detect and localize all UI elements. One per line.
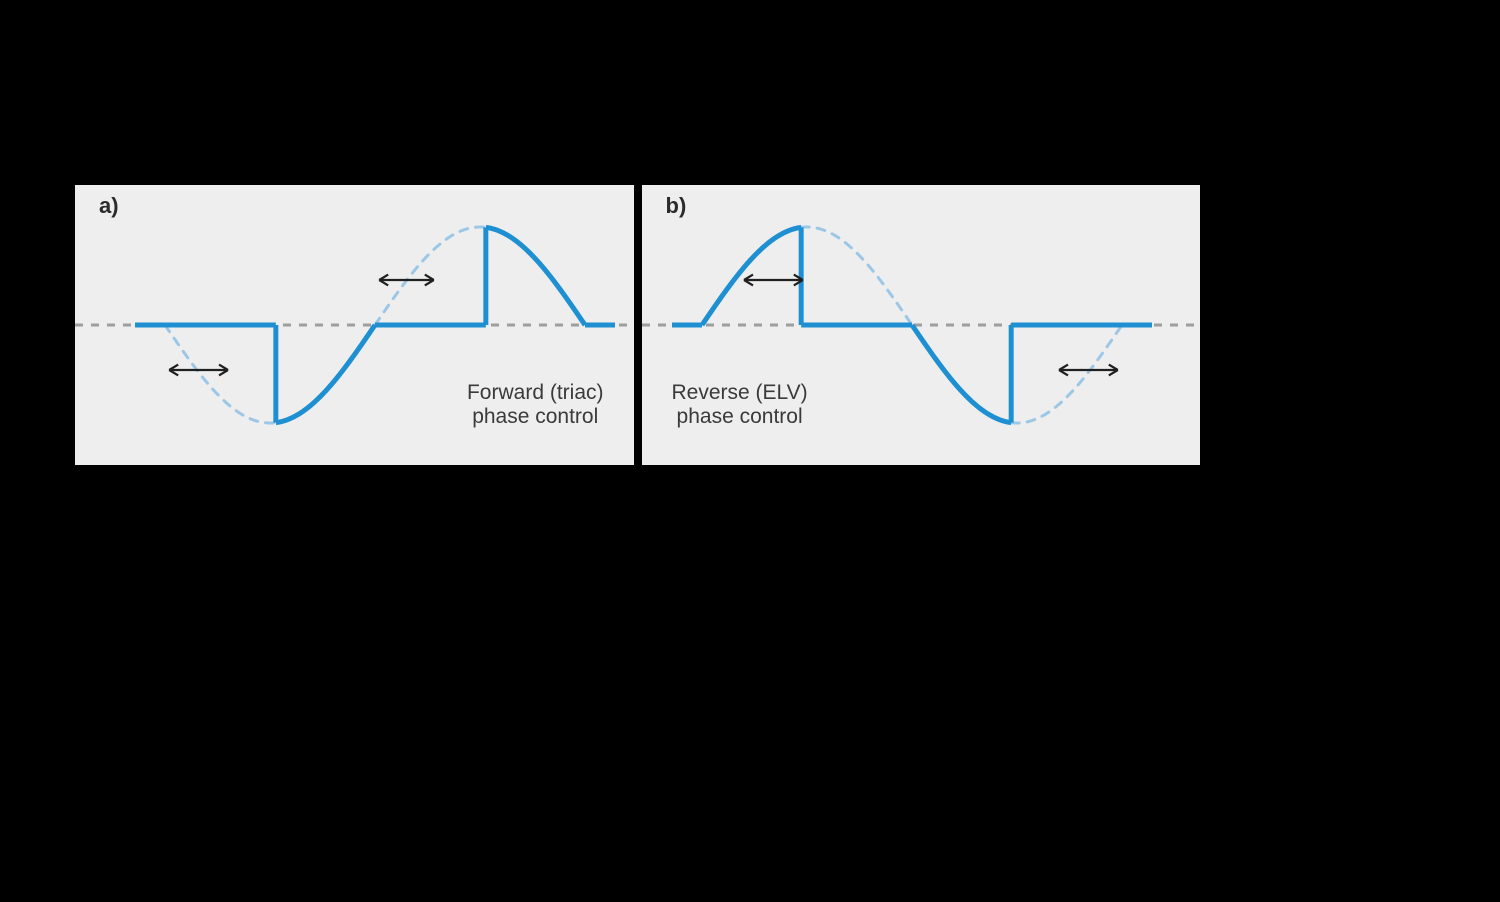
sine-dashed-segment	[375, 227, 486, 325]
span-arrow	[379, 275, 434, 286]
caption-line: Reverse (ELV)	[672, 381, 808, 405]
sine-dashed-segment	[801, 227, 912, 325]
sine-solid-segment	[276, 325, 375, 423]
panel-strip: a)Forward (triac)phase controlb)Reverse …	[75, 185, 1200, 465]
sine-solid-segment	[486, 227, 585, 325]
caption-line: Forward (triac)	[467, 381, 604, 405]
span-arrow	[169, 365, 228, 376]
sine-solid-segment	[912, 325, 1011, 423]
caption-line: phase control	[467, 405, 604, 429]
caption-line: phase control	[672, 405, 808, 429]
panel-label: a)	[99, 193, 119, 219]
panel-caption: Forward (triac)phase control	[467, 381, 604, 429]
stage: a)Forward (triac)phase controlb)Reverse …	[0, 0, 1500, 902]
panel-a: a) Forward (triac)phase control	[75, 185, 634, 465]
panel-caption: Reverse (ELV)phase control	[672, 381, 808, 429]
span-arrow	[744, 275, 803, 286]
panel-label: b)	[666, 193, 687, 219]
panel-b: b) Reverse (ELV)phase control	[642, 185, 1201, 465]
